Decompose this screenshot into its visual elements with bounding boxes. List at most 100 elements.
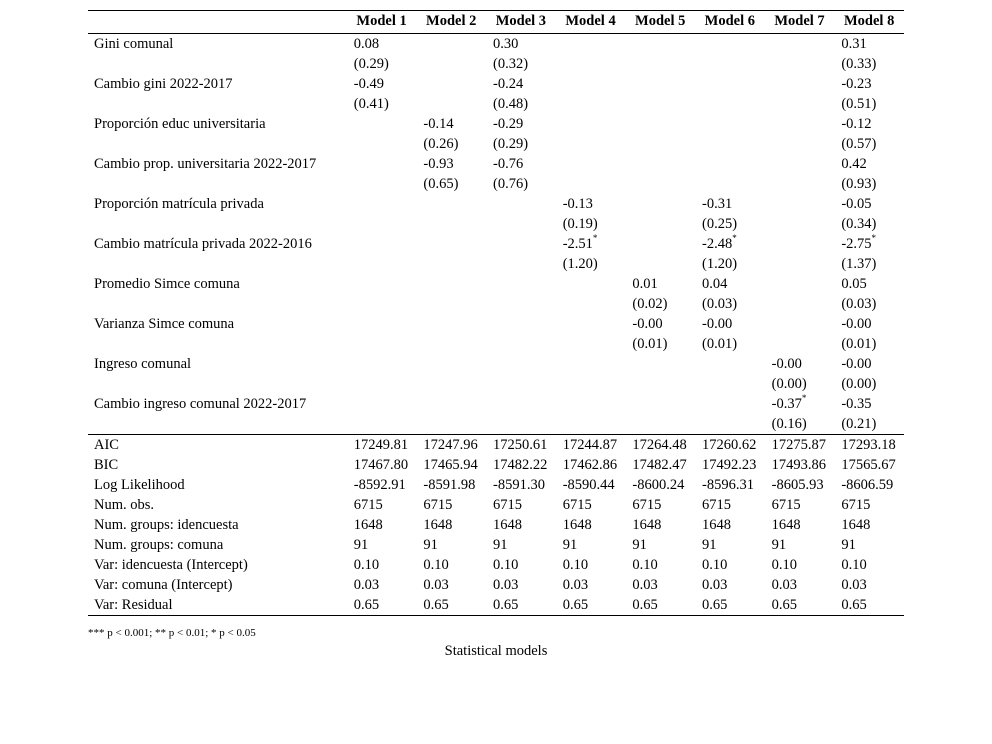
statistic-value: 91 (493, 537, 508, 553)
standard-error-row: (0.01) (0.01) (0.01) (88, 334, 904, 354)
statistic-value: -8591.30 (493, 477, 546, 493)
estimate-cell: -0.23 (834, 74, 904, 94)
variable-label: Cambio matrícula privada 2022-2016 (94, 236, 312, 252)
estimate-value: -0.49 (353, 76, 384, 92)
statistic-label: BIC (94, 457, 119, 473)
variable-label: Gini comunal (94, 36, 174, 52)
statistic-value: 0.65 (632, 597, 658, 613)
statistic-row: Var: comuna (Intercept) 0.03 0.03 0.03 0.03 0… (88, 575, 904, 595)
standard-error-cell: (0.32) (493, 56, 529, 72)
statistic-value: -8591.98 (423, 477, 476, 493)
coefficient-row: Promedio Simce comuna 0.01 0.04 0.05 (88, 274, 904, 294)
standard-error-cell: (0.25) (702, 216, 738, 232)
standard-error-cell (347, 134, 417, 154)
standard-error-cell (347, 334, 417, 354)
estimate-cell: -0.12 (834, 114, 904, 134)
standard-error-cell: (0.01) (841, 336, 877, 352)
statistic-value: 1648 (702, 517, 732, 533)
standard-error-cell (347, 374, 417, 394)
estimate-cell: 0.01 (625, 274, 695, 294)
statistic-value: 17462.86 (562, 457, 618, 473)
estimate-value: -0.00 (841, 316, 872, 332)
estimate-cell (695, 114, 765, 134)
label-spacer (88, 214, 347, 234)
label-spacer (88, 94, 347, 114)
statistic-value: -8592.91 (353, 477, 406, 493)
variable-label: Cambio gini 2022-2017 (94, 76, 233, 92)
estimate-value: -0.13 (562, 196, 593, 212)
statistic-value: 6715 (702, 497, 732, 513)
standard-error-cell (695, 94, 765, 114)
estimate-cell (556, 154, 626, 174)
standard-error-cell (625, 414, 695, 435)
statistic-value: 91 (423, 537, 438, 553)
header-row: Model 1 Model 2 Model 3 Model 4 Model 5 Model… (88, 10, 904, 34)
statistic-value: 17250.61 (493, 437, 548, 453)
estimate-cell: 0.42 (834, 154, 904, 174)
statistic-row: AIC 17249.81 17247.96 17250.61 17244.87 17264… (88, 434, 904, 456)
estimate-cell: 0.31 (834, 34, 904, 55)
statistic-value: 17260.62 (702, 437, 757, 453)
table-header: Model 1 Model 2 Model 3 Model 4 Model 5 Model… (88, 10, 904, 34)
statistic-label: Log Likelihood (94, 477, 185, 493)
estimate-value: 0.31 (841, 36, 867, 52)
column-header: Model 3 (495, 13, 547, 29)
estimate-cell (416, 274, 486, 294)
standard-error-cell (416, 94, 486, 114)
label-spacer (88, 134, 347, 154)
statistic-value: 6715 (771, 497, 801, 513)
statistic-value: 0.65 (771, 597, 798, 613)
standard-error-cell (416, 334, 486, 354)
standard-error-row: (0.26) (0.29) (0.57) (88, 134, 904, 154)
estimate-value: 0.05 (841, 276, 867, 292)
estimate-cell (347, 194, 417, 214)
estimate-cell (695, 354, 765, 374)
estimate-cell (347, 274, 417, 294)
estimate-cell (695, 394, 765, 414)
coefficient-row: Cambio matrícula privada 2022-2016 -2.51*… (88, 234, 904, 254)
estimate-value: -0.24 (493, 76, 524, 92)
statistic-value: 6715 (841, 497, 871, 513)
statistic-value: 0.10 (632, 557, 658, 573)
coefficient-row: Cambio gini 2022-2017 -0.49 -0.24 -0.23 (88, 74, 904, 94)
standard-error-cell (695, 414, 765, 435)
estimate-cell (695, 154, 765, 174)
estimate-cell (347, 114, 417, 134)
statistic-value: 6715 (562, 497, 592, 513)
statistic-value: 0.10 (562, 557, 589, 573)
standard-error-cell (556, 94, 626, 114)
column-header: Model 4 (565, 13, 616, 29)
estimate-cell (625, 154, 695, 174)
estimate-cell: -0.00 (834, 354, 904, 374)
statistic-value: 0.65 (353, 597, 380, 613)
coefficient-section: Gini comunal 0.08 0.30 0.31 (0.29) (0.32) (0.3… (88, 34, 904, 435)
standard-error-cell: (0.01) (632, 336, 668, 352)
significance-stars: * (801, 393, 807, 404)
estimate-cell (416, 74, 486, 94)
standard-error-cell (695, 374, 765, 394)
label-spacer (88, 174, 347, 194)
statistic-value: 17247.96 (423, 437, 478, 453)
standard-error-cell: (0.33) (841, 56, 877, 72)
estimate-cell (416, 314, 486, 334)
estimate-cell (486, 354, 556, 374)
standard-error-cell: (1.20) (702, 256, 738, 272)
standard-error-cell (486, 334, 556, 354)
standard-error-cell (486, 294, 556, 314)
significance-stars: * (871, 233, 877, 244)
estimate-cell: 0.04 (695, 274, 765, 294)
column-header: Model 2 (426, 13, 477, 29)
statistic-value: 1648 (562, 517, 592, 533)
estimate-cell (347, 314, 417, 334)
statistic-value: 6715 (632, 497, 662, 513)
estimate-value: -0.93 (423, 156, 454, 172)
estimate-cell (765, 74, 835, 94)
statistic-value: 1648 (771, 517, 801, 533)
statistic-value: 1648 (423, 517, 453, 533)
estimate-cell (486, 314, 556, 334)
standard-error-cell: (0.16) (771, 416, 807, 432)
standard-error-cell (347, 414, 417, 435)
statistic-value: 0.65 (702, 597, 728, 613)
estimate-cell (765, 34, 835, 55)
standard-error-cell (765, 294, 835, 314)
